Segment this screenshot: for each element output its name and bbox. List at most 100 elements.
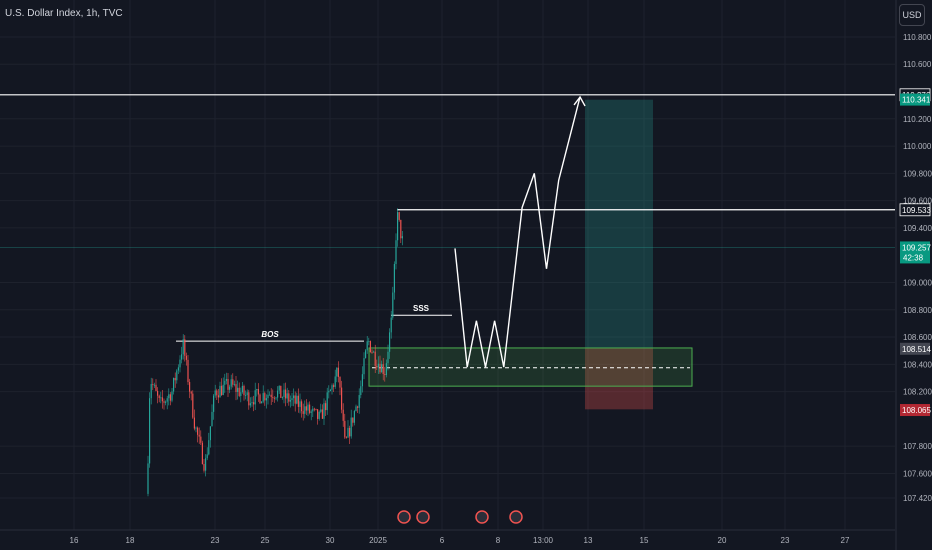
candle-body: [368, 341, 370, 342]
candle-body: [357, 406, 359, 408]
candle-body: [235, 384, 237, 392]
candle-body: [264, 393, 266, 401]
candle-body: [347, 427, 349, 438]
candle-body: [240, 392, 242, 396]
y-tick-label: 108.400: [903, 360, 932, 369]
y-tick-label: 110.000: [903, 142, 932, 151]
candle-body: [333, 385, 335, 387]
y-tick-label: 110.800: [903, 33, 932, 42]
candle-body: [294, 395, 296, 404]
countdown-label: 42:38: [903, 253, 924, 262]
candle-body: [325, 403, 327, 411]
candle-body: [265, 398, 267, 401]
candle-body: [256, 389, 258, 391]
y-tick-label: 107.800: [903, 442, 932, 451]
candle-body: [283, 389, 285, 398]
candle-body: [198, 434, 200, 437]
candle-body: [206, 454, 208, 459]
candle-body: [401, 236, 403, 239]
target-zone: [585, 99, 653, 348]
candle-body: [355, 406, 357, 412]
candle-body: [243, 385, 245, 396]
candle-body: [184, 339, 186, 356]
x-tick-label: 27: [841, 536, 850, 545]
candle-body: [152, 384, 154, 385]
candle-body: [377, 363, 379, 368]
demand-zone: [368, 347, 693, 387]
candle-body: [301, 401, 303, 412]
candle-body: [177, 367, 179, 371]
candle-body: [305, 406, 307, 411]
candle-body: [339, 376, 341, 388]
candle-body: [163, 401, 165, 403]
candle-body: [293, 395, 295, 399]
sss-label: SSS: [413, 304, 430, 313]
candle-body: [233, 384, 235, 385]
candle-body: [251, 402, 253, 404]
candle-body: [363, 358, 365, 375]
candle-body: [224, 380, 226, 385]
projection-arrow: [573, 95, 586, 107]
event-icon: [416, 510, 430, 524]
candle-body: [315, 408, 317, 410]
candle-body: [275, 397, 277, 399]
price-label-box: [900, 404, 930, 417]
candle-body: [400, 219, 402, 239]
candle-body: [189, 382, 191, 392]
candle-body: [211, 411, 213, 427]
price-label-box: [900, 241, 930, 264]
candle-body: [329, 389, 331, 392]
candle-body: [197, 427, 199, 435]
candle-body: [269, 394, 271, 396]
candle-body: [358, 395, 360, 408]
candle-body: [331, 385, 333, 390]
candle-body: [285, 389, 287, 399]
candle-body: [320, 409, 322, 412]
candle-body: [213, 395, 215, 412]
event-icon: [475, 510, 489, 524]
candle-body: [381, 364, 383, 373]
candle-body: [374, 351, 376, 366]
candle-body: [397, 212, 399, 241]
candle-body: [157, 390, 159, 396]
price-label: 108.065: [902, 406, 931, 415]
candle-body: [238, 387, 240, 396]
candle-body: [369, 341, 371, 353]
candle-body: [201, 442, 203, 464]
candle-body: [208, 440, 210, 455]
candle-body: [288, 393, 290, 402]
y-tick-label: 110.200: [903, 115, 932, 124]
y-tick-label: 108.600: [903, 333, 932, 342]
currency-button[interactable]: USD: [899, 4, 925, 26]
candle-body: [229, 386, 231, 390]
candle-body: [246, 392, 248, 396]
candle-body: [318, 411, 320, 419]
candle-body: [353, 411, 355, 423]
candle-body: [171, 391, 173, 401]
x-tick-label: 8: [496, 536, 501, 545]
candle-body: [253, 402, 255, 405]
candle-body: [302, 411, 304, 414]
candle-body: [278, 385, 280, 391]
candle-body: [259, 394, 261, 404]
candle-body: [160, 397, 162, 399]
candle-body: [161, 397, 163, 402]
candle-body: [390, 317, 392, 333]
x-tick-label: 13: [584, 536, 593, 545]
candle-body: [341, 387, 343, 410]
candle-body: [166, 398, 168, 402]
candle-body: [149, 398, 151, 464]
candle-body: [350, 417, 352, 437]
candle-body: [309, 404, 311, 413]
price-label-box: [899, 203, 931, 217]
y-tick-label: 109.000: [903, 278, 932, 287]
x-tick-label: 15: [640, 536, 649, 545]
y-tick-label: 107.420: [903, 494, 932, 503]
candle-body: [221, 385, 223, 395]
candle-body: [195, 427, 197, 429]
candle-body: [281, 397, 283, 398]
candle-body: [227, 378, 229, 390]
candle-body: [174, 377, 176, 381]
candle-body: [173, 377, 175, 392]
